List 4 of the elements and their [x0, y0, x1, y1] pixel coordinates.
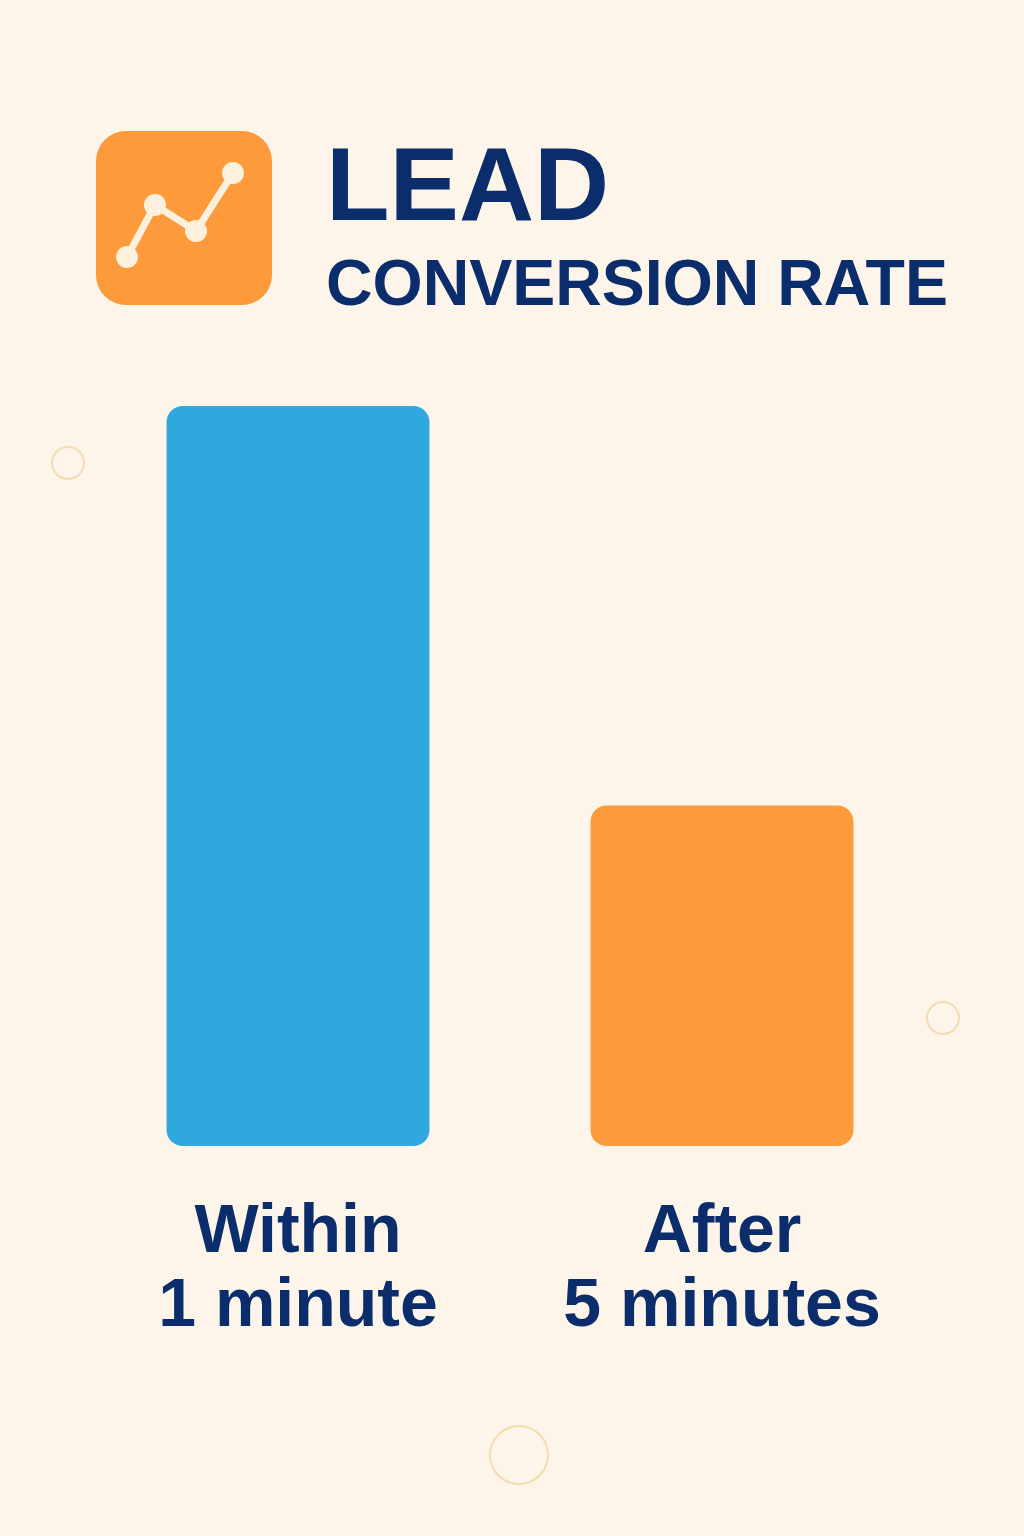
chart-subtitle: CONVERSION RATE: [326, 247, 948, 319]
x-tick-label: Within 1 minute: [158, 1190, 438, 1340]
x-tick-label: After 5 minutes: [563, 1190, 881, 1340]
chart-title: LEAD: [326, 126, 610, 242]
